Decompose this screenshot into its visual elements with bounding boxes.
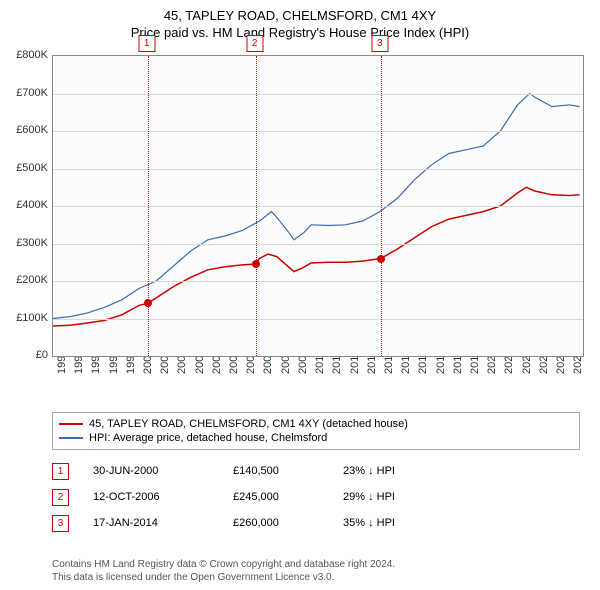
transaction-row: 3 17-JAN-2014£260,00035% ↓ HPI — [52, 510, 453, 536]
gridline — [53, 169, 583, 170]
chart-title-subtitle: Price paid vs. HM Land Registry's House … — [0, 23, 600, 40]
legend-item: HPI: Average price, detached house, Chel… — [59, 431, 573, 445]
sale-dot — [252, 260, 260, 268]
transaction-row: 1 30-JUN-2000£140,50023% ↓ HPI — [52, 458, 453, 484]
y-tick-label: £100K — [16, 312, 48, 324]
footer-line2: This data is licensed under the Open Gov… — [52, 571, 395, 584]
gridline — [53, 131, 583, 132]
y-tick-label: £700K — [16, 87, 48, 99]
y-tick-label: £500K — [16, 162, 48, 174]
legend-label: 45, TAPLEY ROAD, CHELMSFORD, CM1 4XY (de… — [89, 418, 408, 430]
transaction-price: £140,500 — [233, 465, 343, 477]
plot-area — [52, 55, 584, 357]
chart-title-address: 45, TAPLEY ROAD, CHELMSFORD, CM1 4XY — [0, 0, 600, 23]
transaction-diff: 35% ↓ HPI — [343, 517, 453, 529]
transaction-date: 30-JUN-2000 — [93, 465, 233, 477]
transaction-price: £260,000 — [233, 517, 343, 529]
y-tick-label: £300K — [16, 237, 48, 249]
chart-footer: Contains HM Land Registry data © Crown c… — [52, 558, 395, 584]
legend-swatch — [59, 437, 83, 439]
y-tick-label: £600K — [16, 124, 48, 136]
sale-dot — [377, 255, 385, 263]
event-marker: 3 — [371, 35, 388, 52]
legend-swatch — [59, 423, 83, 425]
transaction-date: 12-OCT-2006 — [93, 491, 233, 503]
transaction-row: 2 12-OCT-2006£245,00029% ↓ HPI — [52, 484, 453, 510]
y-tick-label: £800K — [16, 49, 48, 61]
y-tick-label: £200K — [16, 274, 48, 286]
footer-line1: Contains HM Land Registry data © Crown c… — [52, 558, 395, 571]
legend-item: 45, TAPLEY ROAD, CHELMSFORD, CM1 4XY (de… — [59, 417, 573, 431]
transactions-table: 1 30-JUN-2000£140,50023% ↓ HPI 2 12-OCT-200… — [52, 458, 453, 536]
transaction-marker: 2 — [52, 489, 69, 506]
transaction-price: £245,000 — [233, 491, 343, 503]
transaction-diff: 29% ↓ HPI — [343, 491, 453, 503]
event-marker: 1 — [138, 35, 155, 52]
transaction-diff: 23% ↓ HPI — [343, 465, 453, 477]
transaction-date: 17-JAN-2014 — [93, 517, 233, 529]
legend: 45, TAPLEY ROAD, CHELMSFORD, CM1 4XY (de… — [52, 412, 580, 450]
transaction-marker: 3 — [52, 515, 69, 532]
event-line — [381, 56, 382, 356]
event-marker: 2 — [246, 35, 263, 52]
gridline — [53, 94, 583, 95]
gridline — [53, 244, 583, 245]
y-tick-label: £0 — [36, 349, 48, 361]
gridline — [53, 319, 583, 320]
gridline — [53, 281, 583, 282]
legend-label: HPI: Average price, detached house, Chel… — [89, 432, 327, 444]
y-tick-label: £400K — [16, 199, 48, 211]
gridline — [53, 206, 583, 207]
event-line — [256, 56, 257, 356]
event-line — [148, 56, 149, 356]
series-line-property — [53, 187, 580, 326]
sale-dot — [144, 299, 152, 307]
transaction-marker: 1 — [52, 463, 69, 480]
price-hpi-chart: 45, TAPLEY ROAD, CHELMSFORD, CM1 4XY Pri… — [0, 0, 600, 590]
